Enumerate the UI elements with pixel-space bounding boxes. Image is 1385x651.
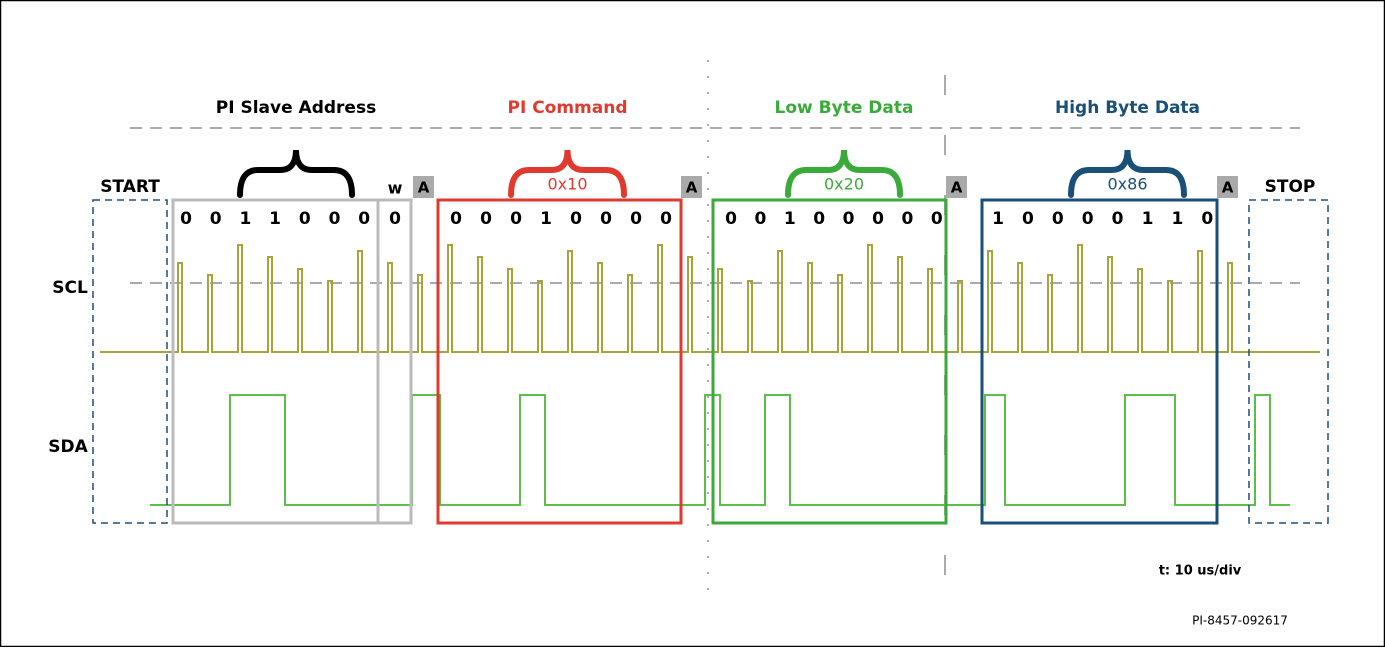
segment-title: Low Byte Data bbox=[775, 98, 914, 118]
bit: 0 bbox=[901, 209, 913, 229]
bit: 0 bbox=[754, 209, 766, 229]
write-label: w bbox=[388, 179, 403, 198]
bit: 0 bbox=[872, 209, 884, 229]
write-bit: 0 bbox=[389, 209, 401, 229]
bit: 0 bbox=[450, 209, 462, 229]
hex-value: 0x86 bbox=[1107, 175, 1147, 194]
hex-value: 0x10 bbox=[547, 175, 587, 194]
ack-label: A bbox=[686, 179, 698, 197]
bit: 1 bbox=[992, 209, 1004, 229]
bit: 0 bbox=[660, 209, 672, 229]
bit: 1 bbox=[1171, 209, 1183, 229]
start-label: START bbox=[100, 177, 160, 197]
bit: 0 bbox=[843, 209, 855, 229]
ack-label: A bbox=[951, 179, 963, 197]
segment-title: PI Command bbox=[507, 98, 627, 118]
bit: 0 bbox=[358, 209, 370, 229]
hex-value: 0x20 bbox=[824, 175, 864, 194]
bit: 0 bbox=[1112, 209, 1124, 229]
segment-title: High Byte Data bbox=[1055, 98, 1200, 118]
bit: 0 bbox=[329, 209, 341, 229]
scope-diagram: START STOP SCL SDA w 0 t: 10 us/div PI-8… bbox=[0, 0, 1385, 647]
timebase: t: 10 us/div bbox=[1159, 564, 1242, 579]
bit: 0 bbox=[510, 209, 522, 229]
stop-label: STOP bbox=[1265, 177, 1316, 197]
bit: 0 bbox=[299, 209, 311, 229]
bit: 0 bbox=[600, 209, 612, 229]
bit: 1 bbox=[1142, 209, 1154, 229]
scl-label: SCL bbox=[52, 278, 88, 298]
bit: 0 bbox=[210, 209, 222, 229]
bit: 0 bbox=[1052, 209, 1064, 229]
bit: 0 bbox=[480, 209, 492, 229]
bit: 1 bbox=[540, 209, 552, 229]
bit: 1 bbox=[784, 209, 796, 229]
figure-id: PI-8457-092617 bbox=[1192, 614, 1288, 628]
bit: 0 bbox=[1082, 209, 1094, 229]
bit: 0 bbox=[813, 209, 825, 229]
bit: 0 bbox=[630, 209, 642, 229]
sda-label: SDA bbox=[48, 437, 88, 457]
ack-label: A bbox=[418, 179, 430, 197]
bit: 0 bbox=[180, 209, 192, 229]
bit: 0 bbox=[1201, 209, 1213, 229]
bit: 0 bbox=[725, 209, 737, 229]
bit: 1 bbox=[269, 209, 281, 229]
bit: 1 bbox=[239, 209, 251, 229]
bit: 0 bbox=[931, 209, 943, 229]
bit: 0 bbox=[570, 209, 582, 229]
bit: 0 bbox=[1022, 209, 1034, 229]
ack-label: A bbox=[1222, 179, 1234, 197]
segment-title: PI Slave Address bbox=[216, 98, 376, 118]
